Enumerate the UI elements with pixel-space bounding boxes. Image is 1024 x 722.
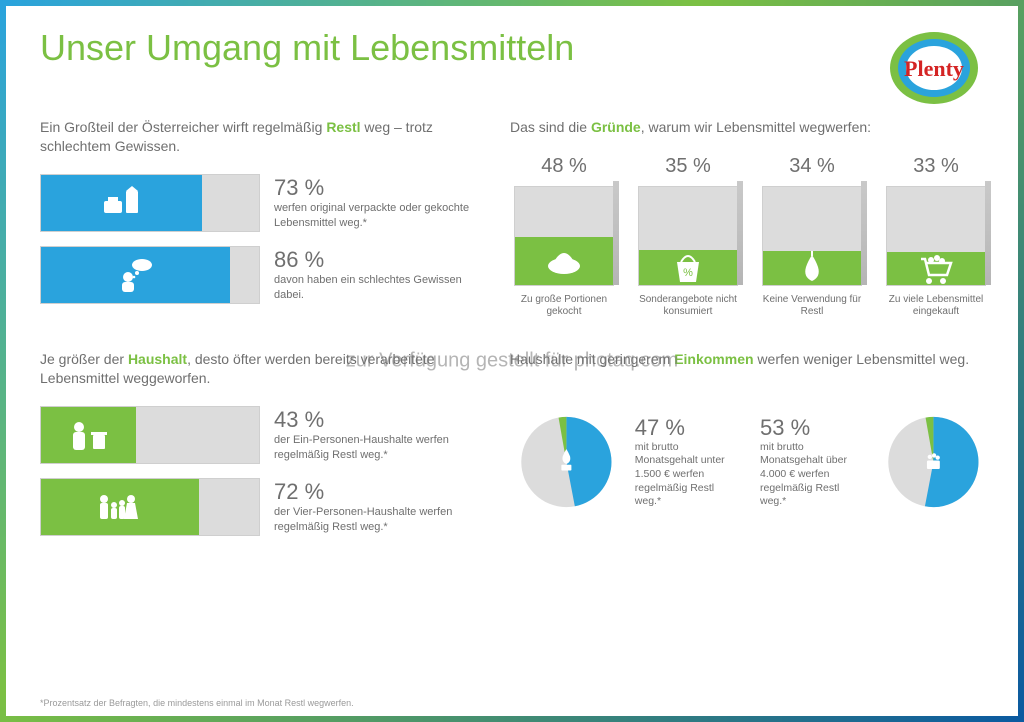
- box-3d-edge: [861, 181, 867, 285]
- pot-milk-icon: [98, 183, 146, 223]
- reason-item: 35 %% Sonderangebote nicht konsumiert: [634, 155, 742, 320]
- stat-bar: 73 %werfen original verpackte oder gekoc…: [40, 174, 480, 232]
- pie-text: 47 %mit brutto Monatsgehalt unter 1.500 …: [635, 415, 740, 509]
- plate-icon: [543, 240, 585, 282]
- bar-percent: 72 %: [274, 479, 480, 505]
- reason-box: [886, 186, 986, 286]
- reasons-row: 48 % Zu große Portionen gekocht 35 %% Sonde…: [510, 155, 990, 320]
- header: Unser Umgang mit Lebensmitteln Plenty: [40, 28, 984, 108]
- section1-bars: 73 %werfen original verpackte oder gekoc…: [40, 174, 480, 304]
- pie-desc: mit brutto Monatsgehalt unter 1.500 € we…: [635, 441, 740, 509]
- bar-desc: der Vier-Personen-Haushalte werfen regel…: [274, 505, 480, 534]
- section4-intro: Haushalte mit geringerem Einkommen werfe…: [510, 350, 990, 369]
- footnote-text: *Prozentsatz der Befragten, die mindeste…: [40, 698, 354, 708]
- pie-desc: mit brutto Monatsgehalt über 4.000 € wer…: [760, 441, 865, 509]
- section2-intro: Das sind die Gründe, warum wir Lebensmit…: [510, 118, 990, 137]
- bar-text: 86 %davon haben ein schlechtes Gewissen …: [274, 247, 480, 302]
- box-3d-edge: [737, 181, 743, 285]
- reason-item: 48 % Zu große Portionen gekocht: [510, 155, 618, 320]
- reason-label: Zu viele Lebensmittel eingekauft: [882, 294, 990, 320]
- pear-icon: [791, 247, 833, 289]
- person-cloud-icon: [112, 255, 160, 295]
- stat-bar: 43 %der Ein-Personen-Haushalte werfen re…: [40, 406, 480, 464]
- bar-text: 73 %werfen original verpackte oder gekoc…: [274, 175, 480, 230]
- reason-fill: [515, 237, 613, 285]
- reason-label: Sonderangebote nicht konsumiert: [634, 294, 742, 320]
- pie-chart: [877, 387, 990, 537]
- pie-percent: 53 %: [760, 415, 865, 441]
- bar-track: [40, 246, 260, 304]
- cart-icon: [915, 247, 957, 289]
- reason-box: %: [638, 186, 738, 286]
- reason-fill: [887, 252, 985, 285]
- pie-block: 47 %mit brutto Monatsgehalt unter 1.500 …: [510, 387, 740, 537]
- reason-percent: 35 %: [665, 155, 711, 178]
- logo-text: Plenty: [904, 56, 964, 81]
- reason-box: [514, 186, 614, 286]
- pie-text: 53 %mit brutto Monatsgehalt über 4.000 €…: [760, 415, 865, 509]
- bar-fill: [41, 247, 230, 303]
- reason-percent: 34 %: [789, 155, 835, 178]
- bar-fill: [41, 407, 136, 463]
- bag-percent-icon: %: [667, 246, 709, 288]
- section3-intro: Je größer der Haushalt, desto öfter werd…: [40, 350, 480, 388]
- bar-fill: [41, 175, 202, 231]
- person-bin-icon: [65, 415, 113, 455]
- box-3d-edge: [613, 181, 619, 285]
- stat-bar: 86 %davon haben ein schlechtes Gewissen …: [40, 246, 480, 304]
- reason-label: Zu große Portionen gekocht: [510, 294, 618, 320]
- section-einkommen: Haushalte mit geringerem Einkommen werfe…: [510, 350, 990, 550]
- bar-text: 72 %der Vier-Personen-Haushalte werfen r…: [274, 479, 480, 534]
- reason-fill: [763, 251, 861, 285]
- reason-item: 34 % Keine Verwendung für Restl: [758, 155, 866, 320]
- bar-fill: [41, 479, 199, 535]
- reason-percent: 48 %: [541, 155, 587, 178]
- bar-text: 43 %der Ein-Personen-Haushalte werfen re…: [274, 407, 480, 462]
- pie-percent: 47 %: [635, 415, 740, 441]
- content-grid: Ein Großteil der Österreicher wirft rege…: [40, 118, 984, 550]
- bar-percent: 73 %: [274, 175, 480, 201]
- bar-percent: 86 %: [274, 247, 480, 273]
- section-gruende: Das sind die Gründe, warum wir Lebensmit…: [510, 118, 990, 320]
- bar-track: [40, 478, 260, 536]
- plenty-logo: Plenty: [864, 28, 984, 108]
- box-3d-edge: [985, 181, 991, 285]
- reason-fill: %: [639, 250, 737, 285]
- bar-track: [40, 174, 260, 232]
- bar-track: [40, 406, 260, 464]
- family-bin-icon: [96, 487, 144, 527]
- section3-bars: 43 %der Ein-Personen-Haushalte werfen re…: [40, 406, 480, 536]
- bar-desc: werfen original verpackte oder gekochte …: [274, 201, 480, 230]
- reason-percent: 33 %: [913, 155, 959, 178]
- reason-label: Keine Verwendung für Restl: [758, 294, 866, 320]
- bar-desc: davon haben ein schlechtes Gewissen dabe…: [274, 273, 480, 302]
- pie-block: 53 %mit brutto Monatsgehalt über 4.000 €…: [760, 387, 990, 537]
- bar-desc: der Ein-Personen-Haushalte werfen regelm…: [274, 433, 480, 462]
- section1-intro: Ein Großteil der Österreicher wirft rege…: [40, 118, 480, 156]
- pies-row: 47 %mit brutto Monatsgehalt unter 1.500 …: [510, 387, 990, 537]
- section-restl: Ein Großteil der Österreicher wirft rege…: [40, 118, 480, 320]
- stat-bar: 72 %der Vier-Personen-Haushalte werfen r…: [40, 478, 480, 536]
- bar-percent: 43 %: [274, 407, 480, 433]
- section-haushalt: Je größer der Haushalt, desto öfter werd…: [40, 350, 480, 550]
- page-title: Unser Umgang mit Lebensmitteln: [40, 28, 574, 68]
- reason-item: 33 % Zu viele Lebensmittel eingekauft: [882, 155, 990, 320]
- svg-text:%: %: [683, 267, 693, 279]
- reason-box: [762, 186, 862, 286]
- pie-chart: [510, 387, 623, 537]
